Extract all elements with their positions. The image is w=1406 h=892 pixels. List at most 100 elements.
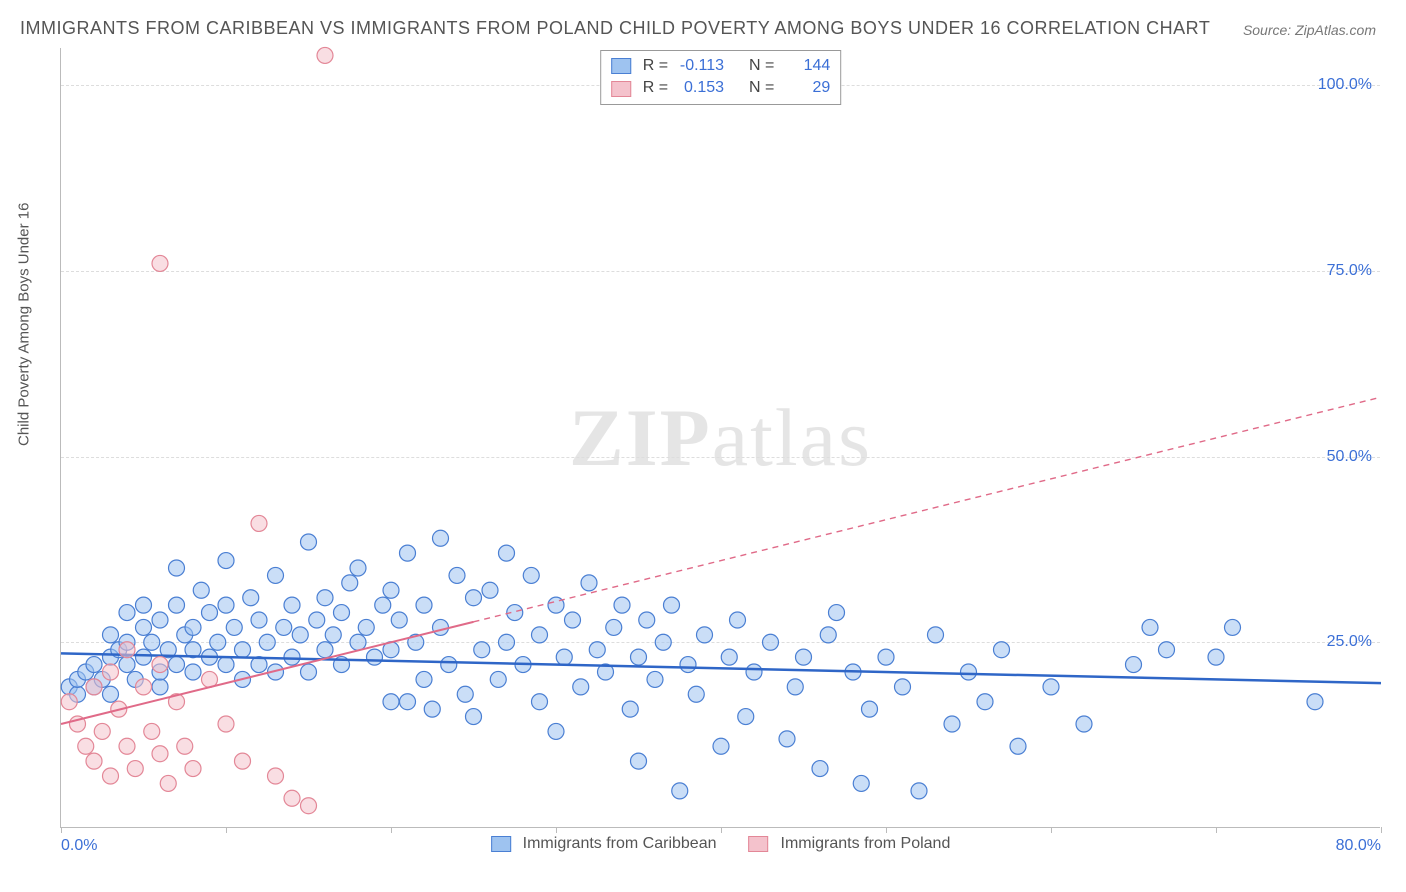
data-point-caribbean bbox=[1043, 679, 1059, 695]
data-point-poland bbox=[136, 679, 152, 695]
data-point-caribbean bbox=[185, 619, 201, 635]
swatch-poland bbox=[611, 81, 631, 97]
r-value-caribbean: -0.113 bbox=[676, 55, 724, 77]
data-point-caribbean bbox=[878, 649, 894, 665]
data-point-caribbean bbox=[1159, 642, 1175, 658]
data-point-caribbean bbox=[680, 657, 696, 673]
data-point-caribbean bbox=[292, 627, 308, 643]
data-point-caribbean bbox=[210, 634, 226, 650]
data-point-caribbean bbox=[812, 761, 828, 777]
data-point-caribbean bbox=[961, 664, 977, 680]
data-point-caribbean bbox=[787, 679, 803, 695]
data-point-caribbean bbox=[977, 694, 993, 710]
data-point-caribbean bbox=[383, 694, 399, 710]
data-point-caribbean bbox=[301, 664, 317, 680]
data-point-poland bbox=[284, 790, 300, 806]
data-point-poland bbox=[86, 679, 102, 695]
swatch-caribbean bbox=[611, 58, 631, 74]
data-point-caribbean bbox=[301, 534, 317, 550]
data-point-poland bbox=[152, 255, 168, 271]
data-point-caribbean bbox=[433, 619, 449, 635]
data-point-caribbean bbox=[309, 612, 325, 628]
data-point-poland bbox=[103, 664, 119, 680]
data-point-caribbean bbox=[235, 642, 251, 658]
data-point-caribbean bbox=[523, 567, 539, 583]
r-label: R = bbox=[643, 55, 668, 77]
data-point-caribbean bbox=[862, 701, 878, 717]
data-point-caribbean bbox=[86, 657, 102, 673]
data-point-poland bbox=[144, 723, 160, 739]
source-prefix: Source: bbox=[1243, 22, 1295, 38]
data-point-caribbean bbox=[895, 679, 911, 695]
data-point-poland bbox=[317, 47, 333, 63]
legend-label-caribbean: Immigrants from Caribbean bbox=[523, 835, 717, 853]
data-point-caribbean bbox=[375, 597, 391, 613]
data-point-caribbean bbox=[136, 619, 152, 635]
data-point-caribbean bbox=[688, 686, 704, 702]
data-point-caribbean bbox=[994, 642, 1010, 658]
data-point-caribbean bbox=[672, 783, 688, 799]
data-point-caribbean bbox=[317, 590, 333, 606]
data-point-caribbean bbox=[738, 709, 754, 725]
data-point-caribbean bbox=[103, 627, 119, 643]
data-point-caribbean bbox=[169, 657, 185, 673]
data-point-caribbean bbox=[928, 627, 944, 643]
data-point-poland bbox=[160, 775, 176, 791]
data-point-caribbean bbox=[268, 567, 284, 583]
data-point-caribbean bbox=[796, 649, 812, 665]
data-point-caribbean bbox=[342, 575, 358, 591]
data-point-caribbean bbox=[441, 657, 457, 673]
data-point-caribbean bbox=[136, 597, 152, 613]
data-point-caribbean bbox=[664, 597, 680, 613]
data-point-caribbean bbox=[193, 582, 209, 598]
data-point-caribbean bbox=[911, 783, 927, 799]
legend-item-caribbean: Immigrants from Caribbean bbox=[491, 835, 717, 853]
bottom-legend: Immigrants from Caribbean Immigrants fro… bbox=[491, 835, 951, 853]
data-point-caribbean bbox=[259, 634, 275, 650]
legend-label-poland: Immigrants from Poland bbox=[781, 835, 951, 853]
data-point-caribbean bbox=[317, 642, 333, 658]
stats-row-caribbean: R = -0.113 N = 144 bbox=[611, 55, 831, 77]
data-point-caribbean bbox=[276, 619, 292, 635]
data-point-caribbean bbox=[730, 612, 746, 628]
data-point-caribbean bbox=[358, 619, 374, 635]
trendline-ext-poland bbox=[474, 397, 1382, 622]
data-point-caribbean bbox=[565, 612, 581, 628]
data-point-caribbean bbox=[853, 775, 869, 791]
data-point-caribbean bbox=[185, 664, 201, 680]
data-point-poland bbox=[185, 761, 201, 777]
data-point-caribbean bbox=[284, 597, 300, 613]
r-value-poland: 0.153 bbox=[676, 77, 724, 99]
n-value-poland: 29 bbox=[782, 77, 830, 99]
data-point-poland bbox=[268, 768, 284, 784]
data-point-caribbean bbox=[350, 560, 366, 576]
data-point-caribbean bbox=[1307, 694, 1323, 710]
data-point-caribbean bbox=[119, 657, 135, 673]
data-point-caribbean bbox=[622, 701, 638, 717]
data-point-poland bbox=[103, 768, 119, 784]
y-tick-label: 25.0% bbox=[1327, 633, 1372, 651]
r-label: R = bbox=[643, 77, 668, 99]
data-point-poland bbox=[301, 798, 317, 814]
y-tick-label: 75.0% bbox=[1327, 262, 1372, 280]
legend-swatch-poland bbox=[749, 836, 769, 852]
data-point-caribbean bbox=[144, 634, 160, 650]
data-point-caribbean bbox=[466, 709, 482, 725]
data-point-poland bbox=[119, 738, 135, 754]
data-point-caribbean bbox=[589, 642, 605, 658]
data-point-caribbean bbox=[1142, 619, 1158, 635]
data-point-poland bbox=[94, 723, 110, 739]
data-point-caribbean bbox=[713, 738, 729, 754]
data-point-caribbean bbox=[697, 627, 713, 643]
data-point-caribbean bbox=[474, 642, 490, 658]
data-point-caribbean bbox=[1225, 619, 1241, 635]
data-point-caribbean bbox=[490, 671, 506, 687]
y-tick-label: 100.0% bbox=[1318, 76, 1372, 94]
data-point-caribbean bbox=[400, 694, 416, 710]
data-point-caribbean bbox=[169, 560, 185, 576]
data-point-caribbean bbox=[639, 612, 655, 628]
data-point-caribbean bbox=[763, 634, 779, 650]
data-point-caribbean bbox=[416, 671, 432, 687]
data-point-caribbean bbox=[1208, 649, 1224, 665]
legend-swatch-caribbean bbox=[491, 836, 511, 852]
